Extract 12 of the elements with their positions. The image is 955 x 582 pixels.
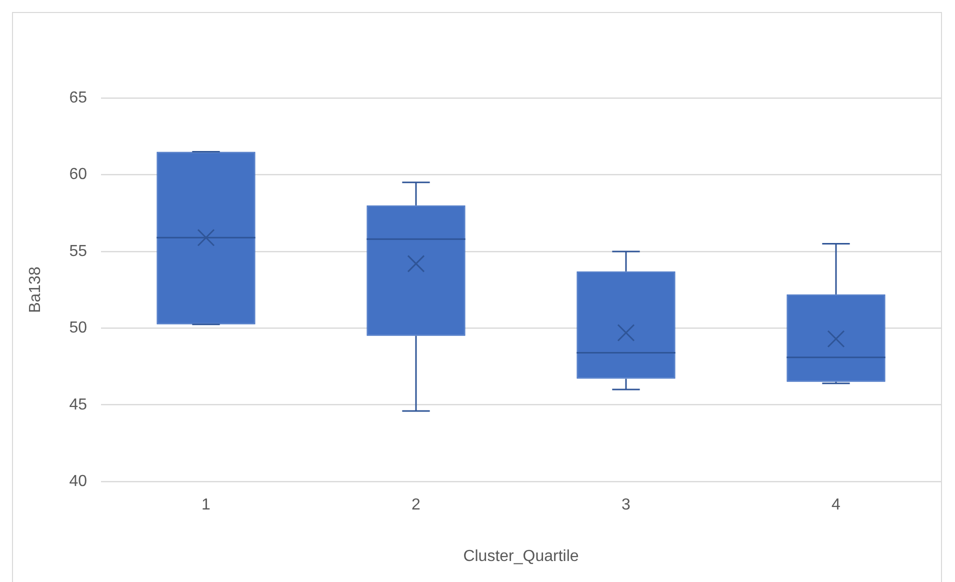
y-tick-label: 50 [69,320,88,337]
y-tick-label: 40 [69,473,88,490]
x-axis-title: Cluster_Quartile [463,548,579,565]
y-tick-label: 45 [69,396,88,414]
y-tick-label: 65 [69,89,88,106]
x-tick-label: 1 [202,496,211,514]
x-tick-label: 3 [622,496,631,514]
y-tick-label: 55 [69,242,88,260]
y-tick-label: 60 [69,166,88,184]
x-tick-label: 4 [832,496,841,514]
x-tick-label: 2 [412,496,421,514]
y-axis-title: Ba138 [27,266,44,313]
